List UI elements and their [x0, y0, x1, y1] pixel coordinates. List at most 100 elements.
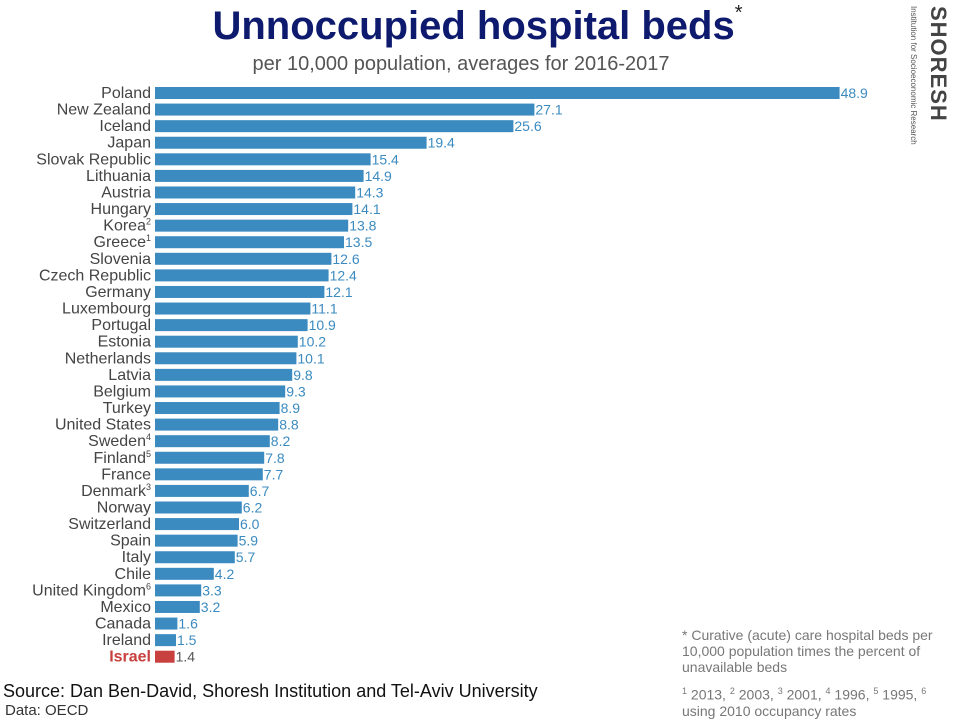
bar-france [155, 468, 263, 481]
value-label: 10.1 [297, 350, 324, 366]
ref-note-text: 2001, [782, 686, 826, 703]
ref-note-mark: 6 [921, 686, 927, 696]
bar-spain [155, 534, 238, 547]
category-label: Mexico [100, 599, 151, 616]
value-label: 27.1 [535, 102, 562, 118]
category-label: Spain [110, 533, 151, 550]
category-label: Slovak Republic [36, 151, 151, 168]
category-label: Lithuania [86, 168, 151, 185]
bar-chile [155, 567, 214, 580]
value-label: 9.3 [286, 383, 306, 399]
category-label: Iceland [99, 118, 151, 135]
category-label: Netherlands [65, 350, 151, 367]
category-label: Switzerland [68, 516, 151, 533]
value-label: 25.6 [514, 118, 541, 134]
value-label: 3.3 [202, 582, 222, 598]
bar-canada [155, 617, 178, 630]
category-label: Japan [107, 135, 151, 152]
value-label: 13.5 [345, 234, 372, 250]
bar-czech-republic [155, 269, 329, 282]
value-label: 8.2 [271, 433, 291, 449]
value-label: 10.9 [309, 317, 336, 333]
bar-israel [155, 650, 175, 663]
chart-title: Unnoccupied hospital beds* [0, 2, 955, 49]
value-label: 19.4 [428, 135, 455, 151]
category-label: Poland [101, 85, 151, 102]
value-label: 6.0 [240, 516, 260, 532]
bar-switzerland [155, 518, 239, 531]
bar-lithuania [155, 169, 364, 182]
category-label: Belgium [93, 383, 151, 400]
value-label: 1.4 [176, 649, 196, 665]
bar-denmark [155, 484, 249, 497]
category-label: Hungary [91, 201, 151, 218]
ref-note-text: using 2010 occupancy rates [682, 702, 857, 719]
value-label: 8.8 [279, 417, 299, 433]
value-label: 10.2 [299, 334, 326, 350]
chart-subtitle: per 10,000 population, averages for 2016… [252, 53, 670, 75]
bar-estonia [155, 335, 298, 348]
value-label: 3.2 [201, 599, 221, 615]
value-label: 12.4 [330, 267, 357, 283]
category-label: Portugal [91, 317, 151, 334]
data-source-note: Data: OECD [5, 702, 89, 719]
ref-note-mark: 2 [729, 686, 735, 696]
value-label: 12.6 [332, 251, 359, 267]
bar-new-zealand [155, 103, 535, 116]
category-label: Israel [109, 649, 151, 666]
bar-japan [155, 136, 427, 149]
value-label: 1.6 [178, 616, 198, 632]
value-label: 48.9 [841, 85, 868, 101]
category-label: France [101, 466, 151, 483]
category-label: Latvia [108, 367, 151, 384]
chart-title-text: Unnoccupied hospital beds [212, 4, 735, 48]
bar-ireland [155, 634, 176, 647]
value-label: 11.1 [311, 301, 337, 317]
bar-portugal [155, 319, 308, 332]
value-label: 6.2 [243, 500, 263, 516]
bar-united-kingdom [155, 584, 202, 597]
bar-luxembourg [155, 302, 311, 315]
bar-sweden [155, 435, 270, 448]
category-label: Chile [115, 566, 152, 583]
value-label: 4.2 [215, 566, 235, 582]
footnote: * Curative (acute) care hospital beds pe… [682, 627, 933, 675]
category-label: Czech Republic [39, 267, 151, 284]
bar-korea [155, 219, 349, 232]
ref-note-text: 2003, [734, 686, 778, 703]
bar-iceland [155, 120, 514, 133]
category-label: Korea2 [103, 217, 151, 235]
category-label: Estonia [98, 334, 151, 351]
ref-note-text: 2013, [687, 686, 730, 703]
value-label: 7.8 [265, 450, 285, 466]
bar-turkey [155, 402, 280, 415]
source-note: Source: Dan Ben-David, Shoresh Instituti… [3, 681, 538, 701]
ref-note-mark: 3 [777, 686, 783, 696]
bar-poland [155, 87, 840, 99]
value-label: 9.8 [293, 367, 313, 383]
logo-tagline: Institution for Socioeconomic Research [909, 6, 918, 145]
category-label: United States [55, 417, 151, 434]
bar-hungary [155, 203, 353, 216]
bar-norway [155, 501, 242, 514]
ref-note-mark: 5 [873, 686, 879, 696]
value-label: 12.1 [325, 284, 352, 300]
bar-united-states [155, 418, 279, 431]
title-footnote-marker: * [734, 2, 743, 24]
category-label: Ireland [102, 632, 151, 649]
bar-italy [155, 551, 235, 564]
bar-mexico [155, 600, 200, 613]
bar-slovenia [155, 252, 332, 265]
value-label: 14.9 [365, 168, 392, 184]
bar-slovak-republic [155, 153, 371, 166]
ref-note-text: 1995, [878, 686, 922, 703]
reference-notes: 1 2013, 2 2003, 3 2001, 4 1996, 5 1995, … [682, 683, 952, 719]
category-label: Denmark3 [81, 482, 151, 500]
bar-netherlands [155, 352, 297, 365]
category-label: Sweden4 [88, 432, 151, 450]
bar-latvia [155, 368, 293, 381]
category-label: Canada [95, 616, 151, 633]
bar-belgium [155, 385, 286, 398]
value-label: 7.7 [264, 466, 284, 482]
